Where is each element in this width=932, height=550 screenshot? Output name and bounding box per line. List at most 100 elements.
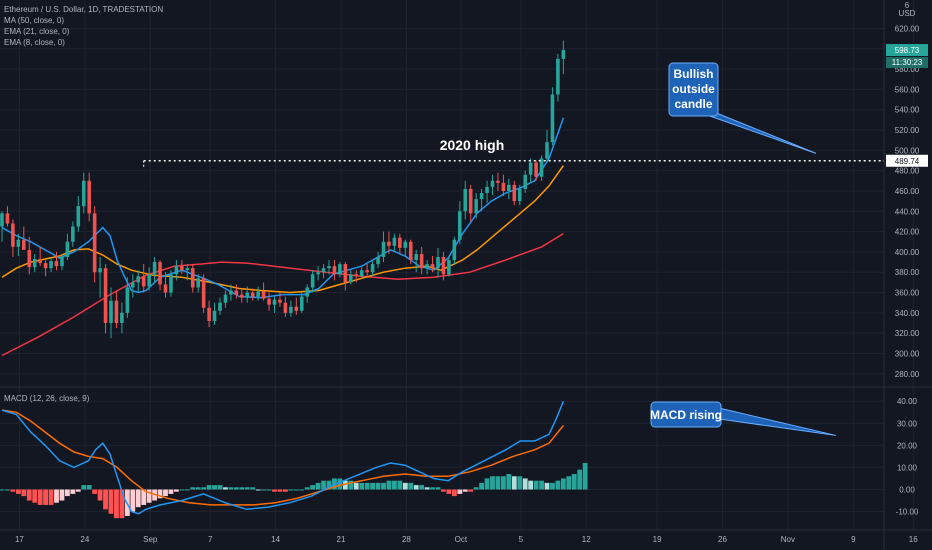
candle-body bbox=[0, 213, 4, 227]
callout-candle-text: outside bbox=[672, 82, 715, 96]
macd-histogram-bar bbox=[283, 489, 288, 492]
price-tick-label: 360.00 bbox=[895, 289, 920, 298]
macd-histogram-bar bbox=[337, 478, 343, 490]
candle-body bbox=[245, 292, 250, 298]
candle-body bbox=[261, 291, 266, 299]
price-tick-label: 560.00 bbox=[895, 85, 920, 94]
candle-body bbox=[452, 239, 457, 261]
candle-body bbox=[327, 266, 331, 269]
macd-histogram-bar bbox=[184, 489, 190, 491]
candle-body bbox=[196, 278, 200, 288]
time-tick-label: 16 bbox=[909, 535, 918, 544]
macd-histogram-bar bbox=[326, 480, 332, 490]
candle-body bbox=[229, 290, 233, 295]
macd-histogram-bar bbox=[299, 489, 305, 491]
macd-histogram-bar bbox=[293, 489, 299, 491]
macd-histogram-bar bbox=[163, 489, 168, 497]
ma50-legend[interactable]: MA (50, close, 0) bbox=[4, 16, 65, 25]
price-axis: 280.00 300.00 320.00 340.00 360.00 380.00 400.… bbox=[886, 1, 928, 517]
macd-histogram-bar bbox=[495, 476, 501, 490]
candle-body bbox=[419, 253, 424, 269]
macd-histogram-bar bbox=[544, 482, 550, 490]
macd-histogram-bar bbox=[272, 489, 277, 492]
macd-histogram-bar bbox=[0, 489, 5, 491]
time-tick-label: Nov bbox=[781, 535, 795, 544]
macd-histogram-bar bbox=[255, 489, 261, 491]
time-tick-label: 12 bbox=[582, 535, 591, 544]
macd-histogram-bar bbox=[424, 487, 430, 490]
price-tick-label: 400.00 bbox=[895, 248, 920, 257]
candle-body bbox=[414, 253, 418, 261]
price-tick-label: 380.00 bbox=[895, 268, 920, 277]
time-tick-label: 14 bbox=[271, 535, 280, 544]
candle-body bbox=[528, 162, 533, 175]
macd-histogram-bar bbox=[577, 469, 583, 490]
candle-body bbox=[545, 142, 549, 159]
candle-body bbox=[468, 188, 473, 214]
candle-body bbox=[81, 180, 86, 207]
candle-body bbox=[147, 274, 151, 287]
macd-histogram-bar bbox=[5, 489, 10, 491]
candle-body bbox=[365, 270, 369, 273]
price-tick-label: 480.00 bbox=[895, 167, 920, 176]
time-tick-label: 9 bbox=[851, 535, 856, 544]
macd-histogram-bar bbox=[386, 480, 392, 490]
macd-histogram-bar bbox=[70, 489, 76, 494]
level-tag bbox=[886, 154, 928, 167]
macd-histogram-bar bbox=[522, 478, 528, 490]
macd-tick-label: 0.00 bbox=[899, 485, 915, 494]
ema8-legend[interactable]: EMA (8, close, 0) bbox=[4, 38, 65, 47]
macd-histogram-bar bbox=[370, 482, 375, 490]
candle-body bbox=[223, 294, 228, 303]
candle-body bbox=[387, 241, 391, 246]
macd-histogram-bar bbox=[353, 482, 359, 490]
candle-body bbox=[349, 274, 353, 283]
time-tick-label: 26 bbox=[718, 535, 727, 544]
price-tick-label: 280.00 bbox=[895, 370, 920, 379]
macd-histogram-bar bbox=[114, 489, 119, 519]
candle-body bbox=[370, 264, 375, 273]
macd-tick-label: 30.00 bbox=[897, 419, 918, 428]
macd-histogram-bar bbox=[288, 489, 294, 491]
candle-body bbox=[201, 278, 206, 308]
countdown-tag bbox=[886, 57, 928, 69]
ema21-legend[interactable]: EMA (21, close, 0) bbox=[4, 27, 70, 36]
candle-body bbox=[54, 261, 59, 267]
macd-histogram-bar bbox=[533, 480, 539, 490]
macd-histogram-bar bbox=[201, 487, 207, 490]
candle-body bbox=[463, 188, 468, 212]
macd-histogram-bar bbox=[97, 489, 103, 501]
macd-histogram-bar bbox=[157, 489, 163, 499]
macd-histogram-bar bbox=[539, 480, 544, 490]
macd-signal-line bbox=[1, 409, 564, 506]
macd-histogram-bar bbox=[108, 489, 114, 514]
macd-histogram-bar bbox=[413, 485, 419, 490]
candle-body bbox=[218, 302, 222, 311]
candle-body bbox=[474, 199, 478, 214]
candle-body bbox=[490, 180, 495, 187]
macd-tick-label: 10.00 bbox=[897, 463, 918, 472]
candle-body bbox=[403, 241, 408, 248]
candle-body bbox=[398, 237, 402, 248]
callout-pointer bbox=[702, 111, 817, 154]
macd-histogram-bar bbox=[348, 480, 354, 490]
macd-histogram-bar bbox=[397, 480, 403, 490]
price-tick-label: 440.00 bbox=[895, 207, 920, 216]
macd-histogram-bar bbox=[244, 487, 250, 490]
candle-body bbox=[169, 274, 173, 293]
candle-body bbox=[114, 300, 119, 324]
candle-body bbox=[294, 306, 299, 311]
macd-legend[interactable]: MACD (12, 26, close, 9) bbox=[4, 394, 90, 403]
macd-histogram-bar bbox=[21, 489, 27, 497]
price-tick-label: 320.00 bbox=[895, 329, 920, 338]
time-tick-label: 28 bbox=[402, 535, 411, 544]
candle-body bbox=[321, 268, 326, 273]
candle-body bbox=[392, 237, 397, 246]
last-price-tag bbox=[886, 44, 928, 57]
candle-body bbox=[71, 226, 75, 242]
candle-body bbox=[283, 302, 288, 313]
macd-histogram-bar bbox=[364, 482, 370, 490]
macd-histogram-bar bbox=[479, 482, 484, 490]
callout-macd-text: MACD rising bbox=[650, 408, 722, 422]
candle-body bbox=[32, 259, 37, 268]
